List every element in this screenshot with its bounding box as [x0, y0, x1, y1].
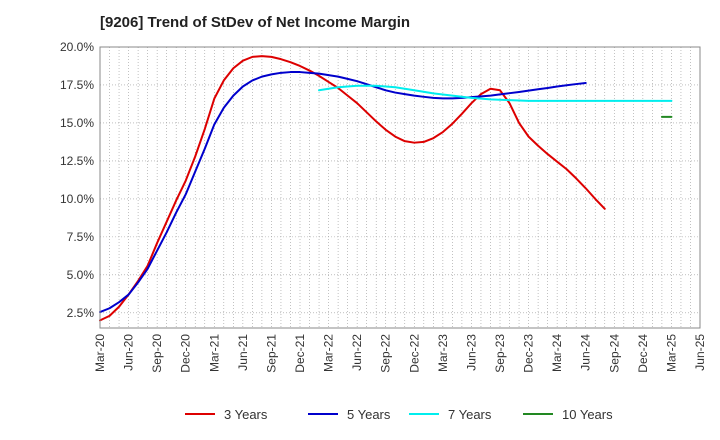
x-tick-label: Mar-24 [550, 334, 564, 372]
x-tick-label: Dec-22 [407, 334, 421, 373]
x-tick-label: Dec-21 [293, 334, 307, 373]
x-tick-label: Sep-22 [379, 334, 393, 373]
x-tick-label: Jun-21 [236, 334, 250, 371]
legend-label: 10 Years [562, 407, 613, 422]
y-tick-label: 5.0% [67, 268, 95, 282]
x-tick-label: Mar-21 [207, 334, 221, 372]
plot-border [99, 46, 701, 329]
x-tick-label: Sep-24 [607, 334, 621, 373]
y-tick-label: 7.5% [67, 230, 95, 244]
legend-label: 5 Years [347, 407, 391, 422]
series-line-5-years [99, 71, 587, 314]
series-line-7-years [318, 84, 673, 102]
series-lines [99, 55, 673, 322]
x-tick-label: Mar-23 [436, 334, 450, 372]
x-tick-label: Sep-23 [493, 334, 507, 373]
plot-area [100, 47, 700, 328]
x-tick-label: Dec-24 [636, 334, 650, 373]
x-tick-label: Dec-20 [179, 334, 193, 373]
chart-title: [9206] Trend of StDev of Net Income Marg… [100, 14, 411, 31]
x-tick-label: Jun-20 [122, 334, 136, 371]
x-tick-label: Dec-23 [522, 334, 536, 373]
x-tick-label: Mar-25 [664, 334, 678, 372]
x-tick-label: Mar-22 [322, 334, 336, 372]
legend-label: 3 Years [224, 407, 268, 422]
axes: 2.5% 5.0% 7.5% 10.0% 12.5% 15.0% 17.5% 20.0% Mar… [60, 40, 707, 373]
x-tick-label: Jun-22 [350, 334, 364, 371]
x-tick-label: Jun-23 [464, 334, 478, 371]
legend: 3 Years 5 Years 7 Years 10 Years [185, 407, 613, 422]
y-tick-label: 2.5% [67, 306, 95, 320]
x-tick-label: Mar-20 [93, 334, 107, 372]
series-line-3-years [99, 55, 606, 322]
x-tick-label: Sep-20 [150, 334, 164, 373]
x-tick-label: Jun-24 [579, 334, 593, 371]
x-tick-label: Jun-25 [693, 334, 707, 371]
y-tick-label: 15.0% [60, 116, 94, 130]
y-tick-label: 10.0% [60, 192, 94, 206]
x-tick-label: Sep-21 [264, 334, 278, 373]
legend-label: 7 Years [448, 407, 492, 422]
grid-lines [100, 46, 700, 328]
y-tick-label: 20.0% [60, 40, 94, 54]
y-tick-label: 17.5% [60, 78, 94, 92]
y-tick-label: 12.5% [60, 154, 94, 168]
